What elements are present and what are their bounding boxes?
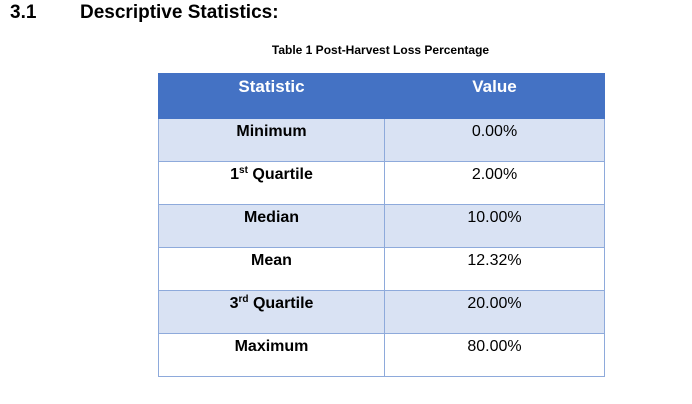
value-cell: 20.00% — [384, 290, 605, 334]
statistic-cell: Mean — [158, 247, 385, 291]
statistic-cell: Minimum — [158, 118, 385, 162]
statistic-label: Quartile — [248, 295, 314, 312]
table-row: Minimum 0.00% — [158, 118, 605, 162]
value-cell: 12.32% — [384, 247, 605, 291]
section-title: Descriptive Statistics: — [80, 2, 279, 23]
column-header-value: Value — [384, 73, 605, 119]
section-number: 3.1 — [10, 2, 37, 23]
statistic-label: Quartile — [247, 166, 313, 183]
value-cell: 2.00% — [384, 161, 605, 205]
statistic-cell: 3rd Quartile — [158, 290, 385, 334]
table-row: Median 10.00% — [158, 204, 605, 248]
value-cell: 80.00% — [384, 333, 605, 377]
statistic-ordinal: 3 — [229, 295, 239, 312]
statistic-ordinal-suffix: rd — [238, 294, 249, 305]
table-caption: Table 1 Post-Harvest Loss Percentage — [271, 43, 490, 57]
table-row: 1st Quartile 2.00% — [158, 161, 605, 205]
value-cell: 10.00% — [384, 204, 605, 248]
statistic-ordinal: 1 — [230, 166, 240, 183]
statistic-cell: 1st Quartile — [158, 161, 385, 205]
statistic-cell: Maximum — [158, 333, 385, 377]
table-row: Mean 12.32% — [158, 247, 605, 291]
value-cell: 0.00% — [384, 118, 605, 162]
table-row: 3rd Quartile 20.00% — [158, 290, 605, 334]
statistic-cell: Median — [158, 204, 385, 248]
table-row: Maximum 80.00% — [158, 333, 605, 377]
statistics-table: Statistic Value Minimum 0.00% 1st Quarti… — [158, 73, 605, 377]
table-header-row: Statistic Value — [158, 73, 605, 119]
statistic-ordinal-suffix: st — [239, 165, 248, 176]
section-heading: 3.1 Descriptive Statistics: — [10, 0, 279, 26]
column-header-statistic: Statistic — [158, 73, 385, 119]
